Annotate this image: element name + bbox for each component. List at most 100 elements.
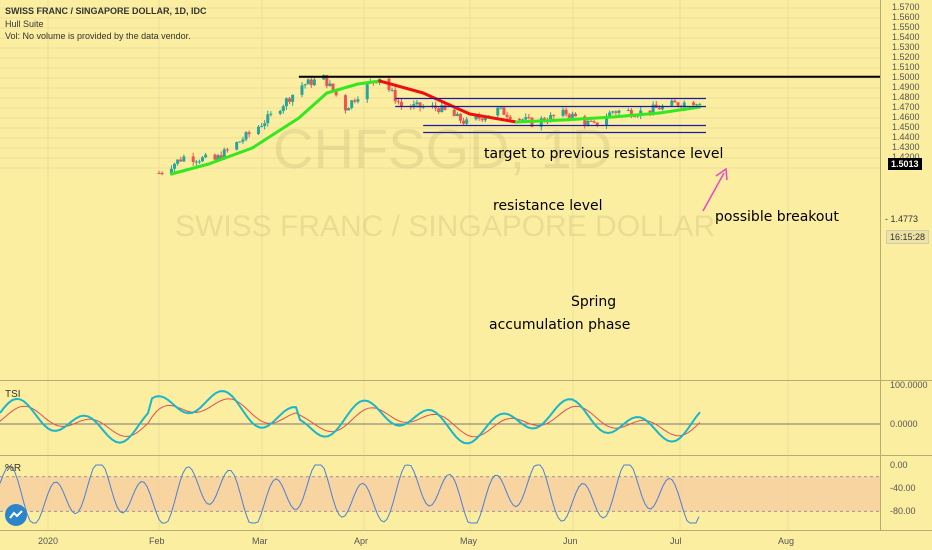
candle-body <box>564 109 568 115</box>
candle-body <box>415 102 419 105</box>
price-tick-label: 1.5700 <box>892 2 920 12</box>
candle-body <box>300 85 304 95</box>
candle-body <box>505 114 509 117</box>
hull-segment <box>297 91 329 120</box>
candle-body <box>225 149 229 151</box>
candle-body <box>633 116 637 118</box>
candle-body <box>312 79 316 86</box>
tsi-pane <box>0 390 880 445</box>
candle-body <box>499 107 503 109</box>
candle-body <box>157 173 161 174</box>
candle-body <box>222 149 226 160</box>
watermark-symbol: CHFSGD, 1D <box>273 117 613 180</box>
candle-body <box>179 159 183 162</box>
time-tick-label: Mar <box>252 536 268 546</box>
candle-body <box>266 114 270 124</box>
candle-body <box>412 104 416 108</box>
candle-body <box>437 108 441 113</box>
candle-body <box>356 99 360 102</box>
hull-segment <box>468 112 518 124</box>
time-tick-label: Jul <box>670 536 682 546</box>
candle-body <box>288 98 292 102</box>
candle-body <box>480 118 484 121</box>
candle-body <box>508 116 512 119</box>
candle-body <box>465 119 469 124</box>
candle-body <box>651 104 655 113</box>
candle-body <box>173 163 177 169</box>
grid <box>0 0 880 530</box>
candle-body <box>343 95 347 111</box>
wr-tick-0: 0.00 <box>890 460 908 470</box>
candle-body <box>219 155 223 160</box>
candle-body <box>160 173 164 175</box>
watermark-name: SWISS FRANC / SINGAPORE DOLLAR <box>175 210 716 243</box>
candle-body <box>291 94 295 102</box>
candle-body <box>278 110 282 114</box>
tradingview-logo[interactable] <box>5 504 27 526</box>
price-tick-label: 1.5100 <box>892 62 920 72</box>
candle-body <box>673 100 677 103</box>
hull-segment <box>611 111 661 119</box>
hull-segment <box>207 146 254 166</box>
price-tick-label: 1.4600 <box>892 112 920 122</box>
candle-body <box>605 117 609 126</box>
candle-body <box>455 113 459 117</box>
candle-body <box>303 84 307 86</box>
annotation-spring: Spring <box>571 294 617 310</box>
wr-tick-40: -40.00 <box>890 483 916 493</box>
candle-body <box>462 120 466 124</box>
candle-body <box>216 155 220 160</box>
candle-body <box>365 82 369 100</box>
time-tick-label: Feb <box>149 536 165 546</box>
candle-body <box>524 117 528 120</box>
hull-suite-line <box>169 79 702 176</box>
tsi-tick-0: 0.0000 <box>890 419 918 429</box>
candle-body <box>260 126 264 128</box>
candle-body <box>256 126 260 135</box>
price-tick-label: 1.4700 <box>892 102 920 112</box>
annotation-resistance: resistance level <box>493 198 603 214</box>
candle-body <box>657 107 661 110</box>
candle-body <box>331 83 335 91</box>
williams-r-pane <box>0 464 880 524</box>
price-tick-label: 1.4400 <box>892 132 920 142</box>
breakout-arrow-head <box>715 167 728 181</box>
resistance-price-badge: 1.5013 <box>888 158 922 170</box>
time-tick-label: Aug <box>778 536 795 546</box>
price-tick-label: 1.5300 <box>892 42 920 52</box>
candle-body <box>502 107 506 115</box>
candle-body <box>458 113 462 121</box>
price-tick-label: 1.5600 <box>892 12 920 22</box>
hull-segment <box>514 118 565 124</box>
candle-body <box>334 90 338 96</box>
candle-body <box>483 117 487 121</box>
candle-body <box>396 101 400 103</box>
hull-segment <box>250 116 301 150</box>
tsi-label: TSI <box>5 389 21 400</box>
price-tick-label: 1.4300 <box>892 142 920 152</box>
candle-body <box>670 100 674 106</box>
candle-body <box>191 156 195 162</box>
wr-label: %R <box>5 463 22 474</box>
candle-body <box>325 75 329 87</box>
candle-body <box>570 113 574 118</box>
tradingview-logo-icon <box>9 510 23 519</box>
candle-body <box>552 114 556 116</box>
hull-segment <box>169 162 211 176</box>
candle-body <box>474 116 478 120</box>
hull-segment <box>378 79 425 95</box>
candle-body <box>496 107 500 116</box>
candle-body <box>309 79 313 86</box>
candle-body <box>521 119 525 121</box>
breakout-arrow <box>702 172 725 212</box>
candle-body <box>197 161 201 163</box>
price-tick-label: 1.5000 <box>892 72 920 82</box>
candle-body <box>269 113 273 115</box>
price-tick-label: 1.5500 <box>892 22 920 32</box>
candle-body <box>238 141 242 143</box>
candle-body <box>608 112 612 118</box>
candle-body <box>353 100 357 102</box>
candle-body <box>611 111 615 113</box>
hull-segment <box>561 115 615 122</box>
candle-body <box>561 109 565 116</box>
